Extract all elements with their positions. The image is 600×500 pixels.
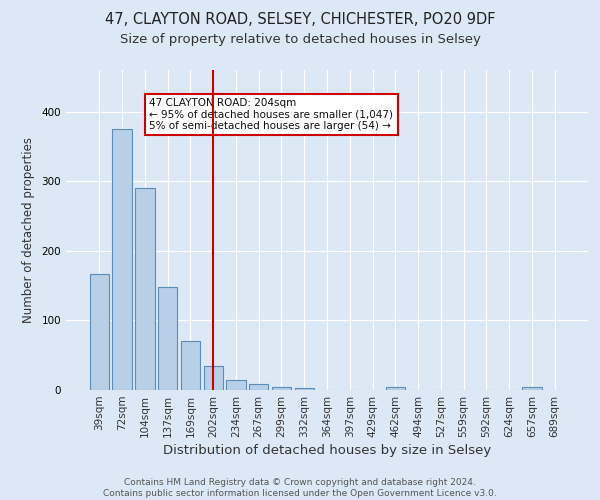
Bar bbox=[249, 384, 268, 390]
Text: 47 CLAYTON ROAD: 204sqm
← 95% of detached houses are smaller (1,047)
5% of semi-: 47 CLAYTON ROAD: 204sqm ← 95% of detache… bbox=[149, 98, 394, 131]
Bar bbox=[226, 380, 245, 390]
Text: Contains HM Land Registry data © Crown copyright and database right 2024.
Contai: Contains HM Land Registry data © Crown c… bbox=[103, 478, 497, 498]
Text: Size of property relative to detached houses in Selsey: Size of property relative to detached ho… bbox=[119, 32, 481, 46]
Bar bbox=[386, 387, 405, 390]
Bar bbox=[272, 386, 291, 390]
Bar bbox=[135, 188, 155, 390]
Bar bbox=[112, 129, 132, 390]
X-axis label: Distribution of detached houses by size in Selsey: Distribution of detached houses by size … bbox=[163, 444, 491, 457]
Bar bbox=[181, 342, 200, 390]
Y-axis label: Number of detached properties: Number of detached properties bbox=[22, 137, 35, 323]
Bar bbox=[158, 287, 178, 390]
Bar bbox=[90, 274, 109, 390]
Bar bbox=[203, 366, 223, 390]
Bar bbox=[522, 387, 542, 390]
Text: 47, CLAYTON ROAD, SELSEY, CHICHESTER, PO20 9DF: 47, CLAYTON ROAD, SELSEY, CHICHESTER, PO… bbox=[105, 12, 495, 28]
Bar bbox=[295, 388, 314, 390]
